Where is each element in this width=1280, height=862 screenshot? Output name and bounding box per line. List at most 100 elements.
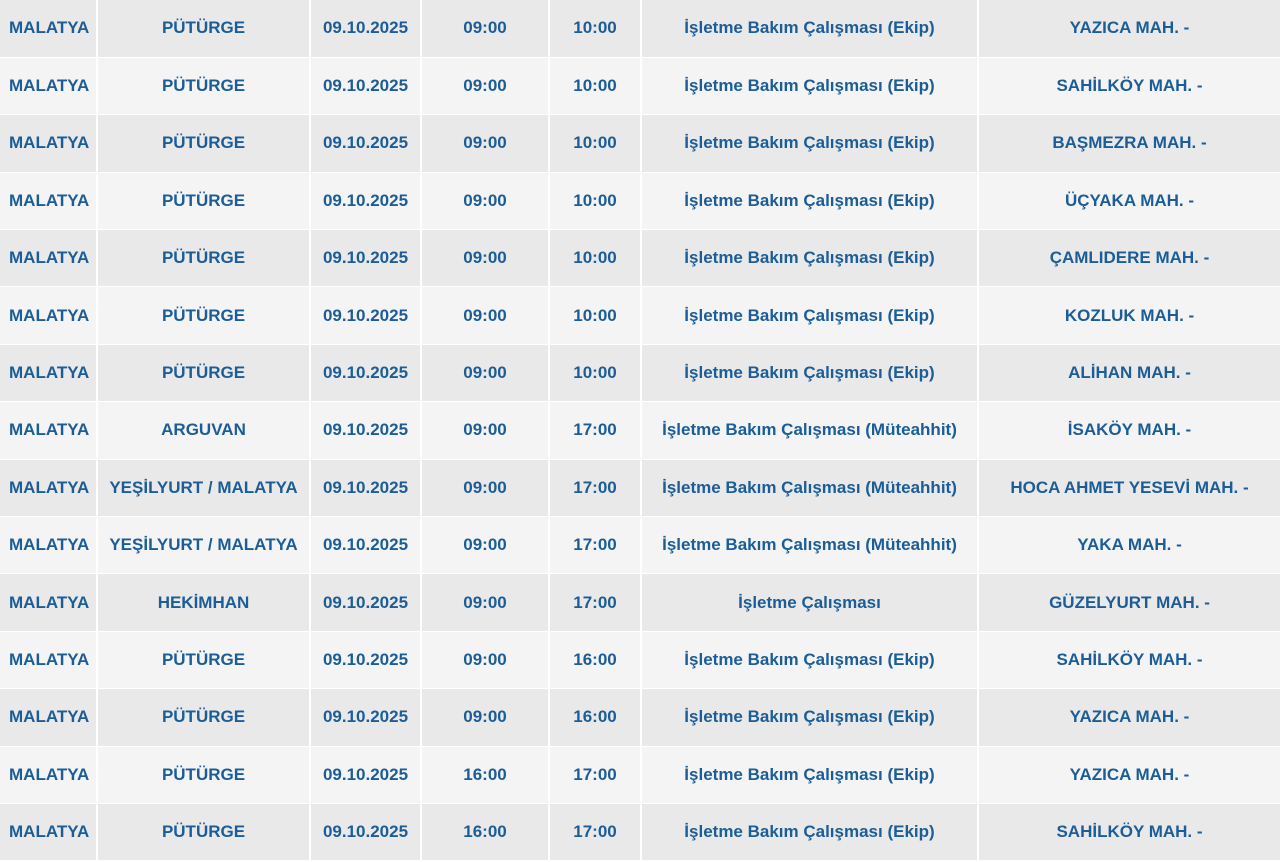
date-cell: 09.10.2025 xyxy=(310,57,422,116)
end-time-cell: 17:00 xyxy=(549,401,642,460)
date-cell: 09.10.2025 xyxy=(310,286,422,345)
city-cell: MALATYA xyxy=(0,172,98,231)
table-row: MALATYA PÜTÜRGE 09.10.2025 09:00 10:00 İşletm… xyxy=(0,0,1280,58)
table-row: MALATYA PÜTÜRGE 09.10.2025 09:00 10:00 İşletm… xyxy=(0,286,1280,345)
work-type-cell: İşletme Bakım Çalışması (Müteahhit) xyxy=(641,516,979,575)
end-time-cell: 10:00 xyxy=(549,114,642,173)
city-cell: MALATYA xyxy=(0,573,98,632)
neighborhood-cell: SAHİLKÖY MAH. - xyxy=(978,803,1280,862)
start-time-cell: 09:00 xyxy=(421,286,550,345)
district-cell: PÜTÜRGE xyxy=(97,0,311,58)
table-row: MALATYA PÜTÜRGE 09.10.2025 09:00 10:00 İşletm… xyxy=(0,114,1280,173)
date-cell: 09.10.2025 xyxy=(310,344,422,403)
work-type-cell: İşletme Bakım Çalışması (Ekip) xyxy=(641,57,979,116)
district-cell: YEŞİLYURT / MALATYA xyxy=(97,459,311,518)
city-cell: MALATYA xyxy=(0,516,98,575)
city-cell: MALATYA xyxy=(0,114,98,173)
district-cell: ARGUVAN xyxy=(97,401,311,460)
start-time-cell: 09:00 xyxy=(421,229,550,288)
district-cell: HEKİMHAN xyxy=(97,573,311,632)
city-cell: MALATYA xyxy=(0,746,98,804)
district-cell: YEŞİLYURT / MALATYA xyxy=(97,516,311,575)
neighborhood-cell: SAHİLKÖY MAH. - xyxy=(978,57,1280,116)
city-cell: MALATYA xyxy=(0,57,98,116)
table-row: MALATYA HEKİMHAN 09.10.2025 09:00 17:00 İşlet… xyxy=(0,573,1280,632)
start-time-cell: 09:00 xyxy=(421,401,550,460)
table-row: MALATYA PÜTÜRGE 09.10.2025 09:00 10:00 İşletm… xyxy=(0,172,1280,231)
table-row: MALATYA YEŞİLYURT / MALATYA 09.10.2025 09:0… xyxy=(0,516,1280,575)
end-time-cell: 10:00 xyxy=(549,229,642,288)
neighborhood-cell: KOZLUK MAH. - xyxy=(978,286,1280,345)
district-cell: PÜTÜRGE xyxy=(97,746,311,804)
start-time-cell: 09:00 xyxy=(421,573,550,632)
start-time-cell: 09:00 xyxy=(421,114,550,173)
end-time-cell: 10:00 xyxy=(549,344,642,403)
date-cell: 09.10.2025 xyxy=(310,459,422,518)
work-type-cell: İşletme Bakım Çalışması (Ekip) xyxy=(641,229,979,288)
work-type-cell: İşletme Bakım Çalışması (Müteahhit) xyxy=(641,459,979,518)
city-cell: MALATYA xyxy=(0,229,98,288)
work-type-cell: İşletme Bakım Çalışması (Ekip) xyxy=(641,746,979,804)
city-cell: MALATYA xyxy=(0,631,98,690)
neighborhood-cell: SAHİLKÖY MAH. - xyxy=(978,631,1280,690)
city-cell: MALATYA xyxy=(0,0,98,58)
work-type-cell: İşletme Çalışması xyxy=(641,573,979,632)
work-type-cell: İşletme Bakım Çalışması (Ekip) xyxy=(641,286,979,345)
district-cell: PÜTÜRGE xyxy=(97,631,311,690)
end-time-cell: 10:00 xyxy=(549,57,642,116)
end-time-cell: 10:00 xyxy=(549,286,642,345)
table-row: MALATYA PÜTÜRGE 09.10.2025 09:00 16:00 İşletm… xyxy=(0,688,1280,747)
work-type-cell: İşletme Bakım Çalışması (Ekip) xyxy=(641,172,979,231)
end-time-cell: 17:00 xyxy=(549,803,642,862)
end-time-cell: 16:00 xyxy=(549,688,642,747)
start-time-cell: 09:00 xyxy=(421,688,550,747)
work-type-cell: İşletme Bakım Çalışması (Ekip) xyxy=(641,631,979,690)
neighborhood-cell: YAKA MAH. - xyxy=(978,516,1280,575)
city-cell: MALATYA xyxy=(0,344,98,403)
end-time-cell: 10:00 xyxy=(549,172,642,231)
city-cell: MALATYA xyxy=(0,286,98,345)
district-cell: PÜTÜRGE xyxy=(97,803,311,862)
work-type-cell: İşletme Bakım Çalışması (Ekip) xyxy=(641,114,979,173)
district-cell: PÜTÜRGE xyxy=(97,688,311,747)
end-time-cell: 17:00 xyxy=(549,516,642,575)
district-cell: PÜTÜRGE xyxy=(97,114,311,173)
neighborhood-cell: ÜÇYAKA MAH. - xyxy=(978,172,1280,231)
work-type-cell: İşletme Bakım Çalışması (Ekip) xyxy=(641,688,979,747)
date-cell: 09.10.2025 xyxy=(310,573,422,632)
end-time-cell: 17:00 xyxy=(549,746,642,804)
neighborhood-cell: YAZICA MAH. - xyxy=(978,0,1280,58)
table-row: MALATYA PÜTÜRGE 09.10.2025 09:00 10:00 İşletm… xyxy=(0,229,1280,288)
date-cell: 09.10.2025 xyxy=(310,803,422,862)
table-row: MALATYA ARGUVAN 09.10.2025 09:00 17:00 İşletm… xyxy=(0,401,1280,460)
neighborhood-cell: YAZICA MAH. - xyxy=(978,688,1280,747)
start-time-cell: 09:00 xyxy=(421,344,550,403)
city-cell: MALATYA xyxy=(0,688,98,747)
date-cell: 09.10.2025 xyxy=(310,688,422,747)
neighborhood-cell: ALİHAN MAH. - xyxy=(978,344,1280,403)
date-cell: 09.10.2025 xyxy=(310,401,422,460)
table-row: MALATYA PÜTÜRGE 09.10.2025 09:00 10:00 İşletm… xyxy=(0,57,1280,116)
end-time-cell: 17:00 xyxy=(549,459,642,518)
city-cell: MALATYA xyxy=(0,459,98,518)
neighborhood-cell: BAŞMEZRA MAH. - xyxy=(978,114,1280,173)
end-time-cell: 17:00 xyxy=(549,573,642,632)
end-time-cell: 16:00 xyxy=(549,631,642,690)
neighborhood-cell: YAZICA MAH. - xyxy=(978,746,1280,804)
district-cell: PÜTÜRGE xyxy=(97,286,311,345)
city-cell: MALATYA xyxy=(0,803,98,862)
table-row: MALATYA PÜTÜRGE 09.10.2025 16:00 17:00 İşletm… xyxy=(0,803,1280,862)
date-cell: 09.10.2025 xyxy=(310,631,422,690)
table-row: MALATYA PÜTÜRGE 09.10.2025 09:00 10:00 İşletm… xyxy=(0,344,1280,403)
date-cell: 09.10.2025 xyxy=(310,229,422,288)
table-row: MALATYA YEŞİLYURT / MALATYA 09.10.2025 09:0… xyxy=(0,459,1280,518)
date-cell: 09.10.2025 xyxy=(310,746,422,804)
city-cell: MALATYA xyxy=(0,401,98,460)
end-time-cell: 10:00 xyxy=(549,0,642,58)
date-cell: 09.10.2025 xyxy=(310,114,422,173)
district-cell: PÜTÜRGE xyxy=(97,57,311,116)
start-time-cell: 09:00 xyxy=(421,0,550,58)
work-type-cell: İşletme Bakım Çalışması (Ekip) xyxy=(641,0,979,58)
start-time-cell: 09:00 xyxy=(421,516,550,575)
date-cell: 09.10.2025 xyxy=(310,516,422,575)
